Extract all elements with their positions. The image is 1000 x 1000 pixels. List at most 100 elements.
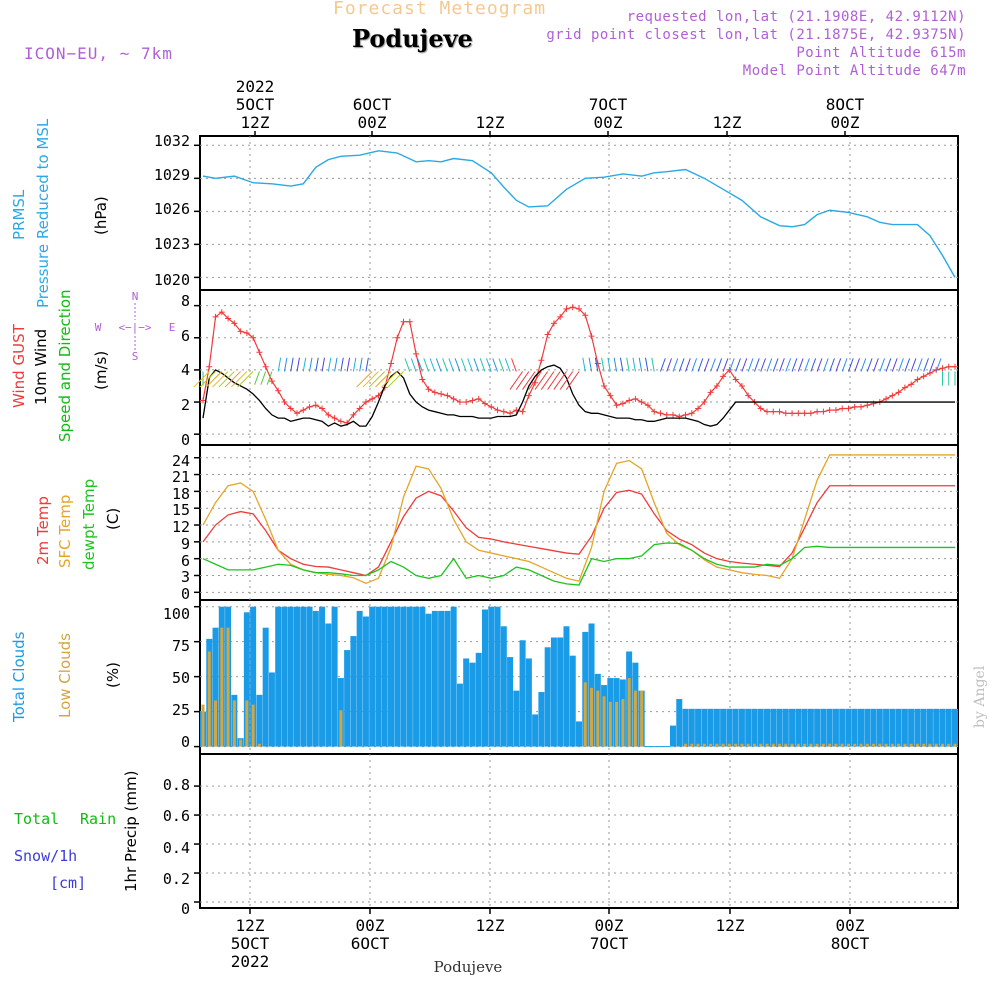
total-cloud-bar <box>839 708 846 747</box>
total-cloud-bar <box>576 721 582 747</box>
gust-marker <box>820 408 827 415</box>
gust-marker <box>851 403 858 410</box>
gust-marker <box>726 366 733 373</box>
total-cloud-bar <box>243 612 250 747</box>
temp-label-sfc: SFC Temp <box>56 495 74 568</box>
gust-marker <box>369 395 376 402</box>
bottom-label-7oct: 7OCT <box>590 934 629 953</box>
gust-marker <box>738 382 745 389</box>
top-label-12z-6oct: 12Z <box>476 113 505 132</box>
low-cloud-bar <box>771 743 775 747</box>
wind-direction-arrow <box>423 358 430 372</box>
low-cloud-bar <box>884 743 888 747</box>
low-cloud-bar <box>953 743 957 747</box>
wind-direction-arrow <box>697 358 704 372</box>
gust-marker <box>701 399 708 406</box>
wind-direction-arrow <box>429 358 436 372</box>
wind-direction-arrow <box>346 357 351 372</box>
gust-marker <box>225 315 232 322</box>
total-cloud-bar <box>369 606 376 747</box>
top-label-00z-7oct: 00Z <box>594 113 623 132</box>
precip-label-rain: Rain <box>80 810 116 828</box>
total-cloud-bar <box>381 606 388 747</box>
wind-direction-arrow <box>359 357 363 372</box>
low-cloud-bar <box>627 678 631 747</box>
total-cloud-bar <box>300 606 307 747</box>
wind-direction-arrow <box>898 358 904 372</box>
wind-direction-arrow <box>460 358 467 372</box>
requested-coords: requested lon,lat (21.1908E, 42.9112N) <box>626 9 966 25</box>
wind-direction-arrow <box>607 357 611 372</box>
total-cloud-bar <box>319 606 326 747</box>
low-cloud-bar <box>232 700 236 747</box>
gust-marker <box>607 392 614 399</box>
total-cloud-bar <box>933 708 940 747</box>
low-cloud-bar <box>684 743 688 747</box>
total-cloud-bar <box>726 708 733 747</box>
total-cloud-bar <box>952 708 958 747</box>
gust-marker <box>682 411 689 418</box>
low-cloud-bar <box>834 743 838 747</box>
bottom-label-8oct: 8OCT <box>831 934 870 953</box>
low-cloud-bar <box>201 704 205 747</box>
wind-direction-arrow <box>454 358 461 372</box>
gust-marker <box>388 360 394 367</box>
low-cloud-bar <box>765 743 769 747</box>
total-cloud-bar <box>707 708 714 747</box>
total-cloud-bar <box>920 708 927 747</box>
total-cloud-bar <box>782 708 789 747</box>
wind-direction-arrow <box>873 358 879 372</box>
temp-tick: 24 <box>172 452 190 470</box>
wind-direction-arrow <box>879 358 886 372</box>
gust-marker <box>206 363 213 370</box>
low-cloud-bar <box>615 701 619 747</box>
low-cloud-bar <box>746 743 750 747</box>
gust-marker <box>281 399 288 406</box>
gust-marker <box>394 334 401 341</box>
low-cloud-bar <box>214 700 218 747</box>
gust-marker <box>732 376 739 383</box>
total-cloud-bar <box>362 616 369 747</box>
wind-direction-arrow <box>435 358 442 372</box>
wind-direction-arrow <box>594 357 599 372</box>
total-cloud-bar <box>720 708 727 747</box>
gust-marker <box>550 320 557 327</box>
low-cloud-bar <box>897 743 901 747</box>
top-label-5oct: 5OCT <box>236 95 275 114</box>
cloud-labels: Total Clouds Low Clouds (%) by Angel <box>10 631 988 728</box>
wind-direction-arrow <box>467 358 473 372</box>
gust-marker <box>444 392 451 399</box>
total-cloud-bar <box>876 708 883 747</box>
compass-arrows: <−|−> <box>118 321 151 334</box>
total-cloud-bar <box>456 683 463 747</box>
wind-direction-arrow <box>356 371 373 388</box>
temp-tick: 15 <box>172 501 190 519</box>
wind-direction-arrow <box>365 357 369 372</box>
precip-ticks: 0.8 0.6 0.4 0.2 0 <box>163 776 190 918</box>
cloud-tick: 100 <box>163 605 190 623</box>
wind-direction-arrow <box>448 358 455 372</box>
low-cloud-bar <box>715 743 719 747</box>
wind-direction-arrow <box>816 358 823 372</box>
wind-label-speed-dir: Speed and Direction <box>56 289 74 442</box>
gust-marker <box>268 378 275 385</box>
total-cloud-bar <box>425 613 432 747</box>
gust-marker <box>287 405 294 412</box>
gust-marker <box>644 402 651 409</box>
compass-w: W <box>95 321 102 334</box>
gust-marker <box>400 318 407 325</box>
wind-tick: 4 <box>181 361 190 379</box>
wind-direction-arrow <box>334 357 338 372</box>
total-cloud-bar <box>262 627 269 747</box>
wind-direction-arrow <box>891 358 898 372</box>
wind-direction-arrow <box>929 358 936 372</box>
gust-marker <box>638 399 645 406</box>
wind-direction-arrow <box>659 358 666 372</box>
wind-tick: 6 <box>181 327 190 345</box>
temp-tick: 3 <box>181 568 190 586</box>
low-cloud-bar <box>602 696 606 747</box>
wind-direction-arrow <box>565 371 580 390</box>
low-cloud-bar <box>815 743 819 747</box>
temp-label-2m: 2m Temp <box>34 496 52 565</box>
